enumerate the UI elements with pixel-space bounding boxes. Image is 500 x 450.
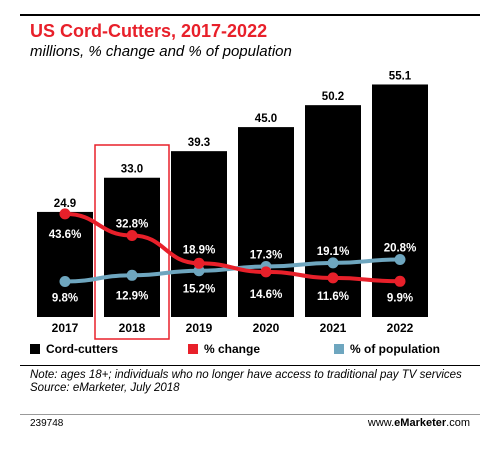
bar-2020 bbox=[238, 127, 294, 317]
bar-value-label: 24.9 bbox=[54, 198, 76, 210]
legend-label: % change bbox=[204, 342, 261, 356]
pct-change-value-label: 14.6% bbox=[250, 289, 283, 301]
population-value-label: 19.1% bbox=[317, 246, 350, 258]
brand-url[interactable]: www.eMarketer.com bbox=[368, 417, 470, 429]
brand-suffix: .com bbox=[446, 417, 470, 429]
population-point bbox=[327, 257, 339, 269]
legend: Cord-cutters % change % of population bbox=[30, 342, 480, 362]
bar-value-label: 55.1 bbox=[389, 70, 412, 82]
chart-area: 24.9 33.0 39.3 45.0 50.2 55.1 43.6% 32.8% 18.9% 1… bbox=[37, 70, 428, 340]
divider bbox=[20, 365, 480, 366]
top-rule bbox=[20, 14, 480, 16]
pct-change-point bbox=[59, 208, 71, 220]
pct-change-value-label: 18.9% bbox=[183, 244, 216, 256]
population-value-label: 9.8% bbox=[52, 293, 78, 305]
bar-2019 bbox=[171, 151, 227, 317]
pct-change-point bbox=[126, 230, 138, 241]
brand-name: eMarketer bbox=[394, 417, 447, 429]
population-value-label: 12.9% bbox=[116, 290, 149, 302]
chart-subtitle: millions, % change and % of population bbox=[30, 43, 292, 60]
x-tick-label: 2020 bbox=[253, 321, 280, 335]
pct-change-value-label: 43.6% bbox=[49, 229, 82, 241]
bar-value-label: 33.0 bbox=[121, 164, 143, 176]
pct-change-value-label: 9.9% bbox=[387, 292, 413, 304]
pct-change-point bbox=[327, 272, 339, 284]
note-text: Note: ages 18+; individuals who no longe… bbox=[30, 369, 462, 381]
legend-item-pct-change: % change bbox=[188, 342, 260, 356]
bar-2018 bbox=[104, 177, 160, 317]
bar-value-label: 39.3 bbox=[188, 137, 210, 149]
population-value-label: 15.2% bbox=[183, 284, 216, 296]
pct-change-point bbox=[394, 275, 406, 287]
population-point bbox=[394, 254, 406, 265]
legend-swatch-cord-cutters bbox=[30, 344, 40, 354]
x-tick-label: 2021 bbox=[320, 321, 347, 335]
source-text: Source: eMarketer, July 2018 bbox=[30, 382, 180, 394]
highlight-box-2018 bbox=[94, 144, 170, 340]
bar-value-label: 45.0 bbox=[255, 113, 277, 125]
footnote: Note: ages 18+; individuals who no longe… bbox=[30, 369, 470, 395]
population-point bbox=[126, 269, 138, 281]
legend-swatch-pct-change bbox=[188, 344, 198, 354]
pct-change-point bbox=[193, 257, 205, 269]
population-point bbox=[59, 276, 71, 287]
chart-id: 239748 bbox=[30, 418, 64, 429]
bar-2017 bbox=[37, 211, 93, 317]
legend-label: Cord-cutters bbox=[46, 342, 119, 356]
population-value-label: 20.8% bbox=[384, 243, 417, 255]
chart-title: US Cord-Cutters, 2017-2022 bbox=[30, 21, 268, 41]
legend-label: % of population bbox=[350, 342, 440, 356]
x-tick-label: 2022 bbox=[387, 321, 414, 335]
legend-item-pct-population: % of population bbox=[334, 342, 440, 356]
pct-change-value-label: 32.8% bbox=[116, 219, 149, 231]
x-tick-label: 2017 bbox=[52, 321, 79, 335]
pct-change-value-label: 11.6% bbox=[317, 291, 349, 303]
bar-2021 bbox=[305, 105, 361, 317]
pct-change-point bbox=[260, 266, 272, 278]
x-tick-label: 2019 bbox=[186, 321, 213, 335]
x-tick-label: 2018 bbox=[119, 321, 146, 335]
legend-item-cord-cutters: Cord-cutters bbox=[30, 342, 118, 356]
population-value-label: 17.3% bbox=[250, 250, 283, 262]
brand-prefix: www. bbox=[367, 417, 395, 429]
bar-value-label: 50.2 bbox=[322, 91, 344, 103]
legend-swatch-pct-population bbox=[334, 344, 344, 354]
footer-divider bbox=[20, 414, 480, 415]
